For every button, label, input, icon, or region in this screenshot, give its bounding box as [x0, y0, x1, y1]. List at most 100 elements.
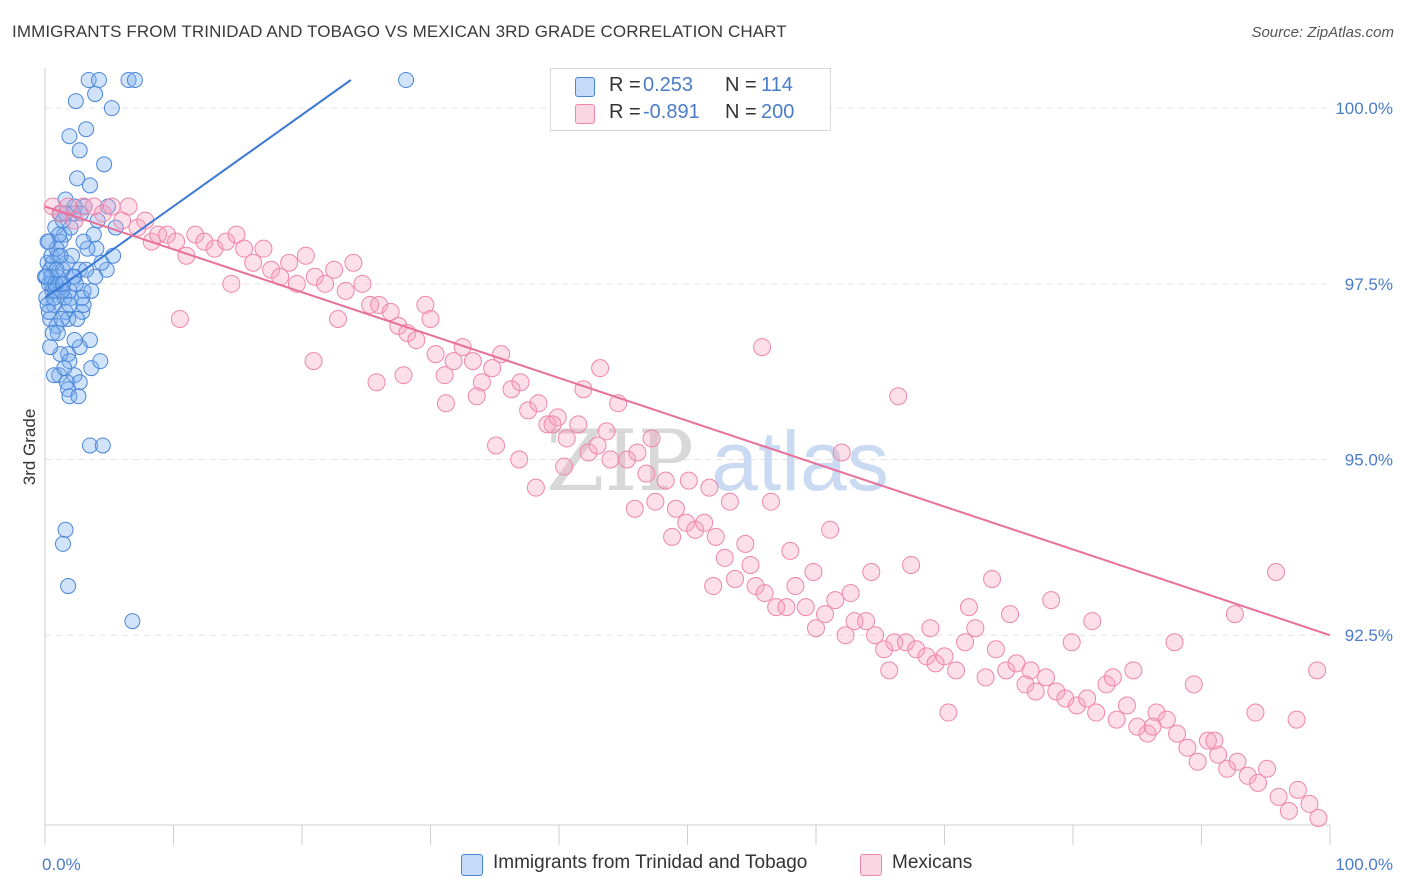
mexicans-point — [826, 591, 845, 610]
mexicans-point — [325, 260, 344, 279]
mexicans-point — [1056, 689, 1075, 708]
trinidad-point — [61, 388, 78, 405]
mexicans-point — [588, 436, 607, 455]
n-value: 114 — [761, 74, 793, 96]
mexicans-point — [1037, 668, 1056, 687]
mexicans-point — [983, 570, 1002, 589]
mexicans-point — [1147, 703, 1166, 722]
trinidad-point — [54, 535, 71, 552]
mexicans-point — [821, 520, 840, 539]
chart-title: IMMIGRANTS FROM TRINIDAD AND TOBAGO VS M… — [12, 22, 787, 41]
trinidad-point — [38, 268, 55, 285]
mexicans-point — [74, 197, 93, 216]
mexicans-trend-line — [44, 205, 1331, 637]
r-value: -0.891 — [643, 101, 700, 123]
legend-swatch-trinidad — [575, 77, 595, 97]
mexicans-point — [637, 464, 656, 483]
mexicans-point — [1228, 752, 1247, 771]
mexicans-point — [316, 274, 335, 293]
mexicans-point — [677, 513, 696, 532]
mexicans-point — [1269, 787, 1288, 806]
trinidad-point — [70, 388, 87, 405]
mexicans-point — [715, 548, 734, 567]
mexicans-point — [902, 555, 921, 574]
mexicans-point — [921, 619, 940, 638]
mexicans-point — [597, 422, 616, 441]
trinidad-point — [103, 100, 120, 117]
mexicans-point — [1117, 696, 1136, 715]
series-mexicans-points — [43, 197, 1328, 827]
mexicans-point — [304, 352, 323, 371]
mexicans-point — [875, 640, 894, 659]
mexicans-point — [656, 471, 675, 490]
mexicans-point — [170, 309, 189, 328]
trinidad-point — [61, 128, 78, 145]
correlation-legend: R = 0.253 N = 114 R = -0.891 N = 200 — [550, 68, 831, 131]
mexicans-point — [917, 647, 936, 666]
mexicans-point — [889, 387, 908, 406]
mexicans-point — [1078, 689, 1097, 708]
mexicans-point — [305, 267, 324, 286]
mexicans-point — [416, 295, 435, 314]
mexicans-point — [679, 471, 698, 490]
mexicans-point — [1225, 605, 1244, 624]
trinidad-point — [40, 303, 57, 320]
mexicans-point — [1218, 759, 1237, 778]
mexicans-point — [755, 584, 774, 603]
mexicans-point — [569, 415, 588, 434]
mexicans-point — [128, 218, 147, 237]
trinidad-point — [66, 332, 83, 349]
mexicans-point — [1097, 675, 1116, 694]
trend-lines — [44, 79, 1331, 637]
y-tick-label: 92.5% — [1345, 626, 1393, 645]
mexicans-point — [353, 274, 372, 293]
legend-swatch-trinidad — [461, 854, 483, 876]
mexicans-point — [1168, 724, 1187, 743]
mexicans-point — [663, 527, 682, 546]
mexicans-point — [804, 562, 823, 581]
mexicans-point — [367, 373, 386, 392]
mexicans-point — [862, 562, 881, 581]
mexicans-point — [762, 492, 781, 511]
trinidad-point — [71, 374, 88, 391]
mexicans-point — [1238, 766, 1257, 785]
mexicans-point — [235, 239, 254, 258]
mexicans-point — [227, 225, 246, 244]
trinidad-point — [52, 247, 69, 264]
legend-label-mexicans: Mexicans — [892, 852, 973, 873]
mexicans-point — [336, 281, 355, 300]
r-label: R = — [609, 74, 641, 96]
mexicans-point — [1300, 794, 1319, 813]
mexicans-point — [1198, 731, 1217, 750]
mexicans-point — [1062, 633, 1081, 652]
y-tick-label: 95.0% — [1345, 451, 1393, 470]
mexicans-point — [158, 225, 177, 244]
mexicans-point — [976, 668, 995, 687]
mexicans-point — [407, 331, 426, 350]
x-tick-label: 0.0% — [42, 855, 81, 874]
mexicans-point — [526, 478, 545, 497]
trinidad-point — [87, 86, 104, 103]
mexicans-point — [1016, 675, 1035, 694]
mexicans-point — [866, 626, 885, 645]
mexicans-point — [538, 415, 557, 434]
mexicans-point — [777, 598, 796, 617]
trinidad-point — [81, 177, 98, 194]
mexicans-point — [579, 443, 598, 462]
mexicans-point — [467, 387, 486, 406]
trinidad-point — [63, 247, 80, 264]
mexicans-point — [1021, 661, 1040, 680]
mexicans-point — [1288, 780, 1307, 799]
grid-lines — [45, 107, 1330, 636]
mexicans-point — [1308, 661, 1327, 680]
mexicans-point — [841, 584, 860, 603]
mexicans-point — [436, 394, 455, 413]
mexicans-point — [601, 450, 620, 469]
mexicans-point — [511, 373, 530, 392]
trinidad-point — [81, 437, 98, 454]
mexicans-point — [93, 204, 112, 223]
mexicans-point — [262, 260, 281, 279]
mexicans-point — [65, 211, 84, 230]
mexicans-point — [591, 359, 610, 378]
